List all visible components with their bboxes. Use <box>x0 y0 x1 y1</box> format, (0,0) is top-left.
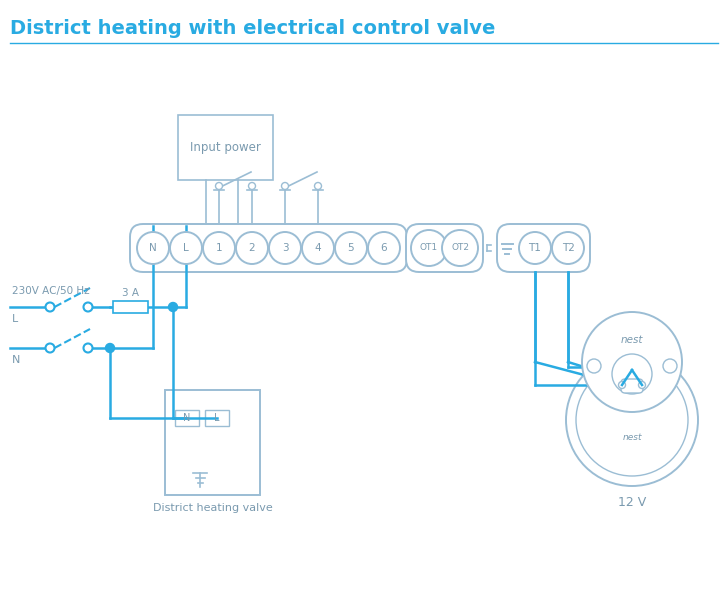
Text: 4: 4 <box>314 243 321 253</box>
Text: 6: 6 <box>381 243 387 253</box>
Text: T1: T1 <box>529 243 542 253</box>
Text: nest: nest <box>621 335 644 345</box>
Text: 2: 2 <box>249 243 256 253</box>
Circle shape <box>442 230 478 266</box>
Circle shape <box>566 354 698 486</box>
Text: 1: 1 <box>215 243 222 253</box>
Text: L: L <box>214 413 220 423</box>
Text: 230V AC/50 Hz: 230V AC/50 Hz <box>12 286 90 296</box>
Text: OT2: OT2 <box>451 244 469 252</box>
FancyBboxPatch shape <box>406 224 483 272</box>
Circle shape <box>368 232 400 264</box>
Text: N: N <box>149 243 157 253</box>
Bar <box>113 301 148 313</box>
Circle shape <box>612 354 652 394</box>
Circle shape <box>269 232 301 264</box>
Text: N: N <box>12 355 20 365</box>
Text: District heating valve: District heating valve <box>153 503 272 513</box>
Text: T2: T2 <box>561 243 574 253</box>
Circle shape <box>137 232 169 264</box>
Text: L: L <box>183 243 189 253</box>
Circle shape <box>215 182 223 189</box>
Circle shape <box>45 343 55 352</box>
Circle shape <box>576 364 688 476</box>
Circle shape <box>663 359 677 373</box>
Text: nest: nest <box>622 434 642 443</box>
Circle shape <box>314 182 322 189</box>
Circle shape <box>248 182 256 189</box>
Text: 3 A: 3 A <box>122 288 139 298</box>
Bar <box>178 115 273 180</box>
Circle shape <box>552 232 584 264</box>
Circle shape <box>170 232 202 264</box>
Circle shape <box>619 381 625 388</box>
Text: 12 V: 12 V <box>618 495 646 508</box>
Circle shape <box>45 302 55 311</box>
Circle shape <box>335 232 367 264</box>
Circle shape <box>168 302 178 311</box>
Text: 5: 5 <box>348 243 355 253</box>
Circle shape <box>638 381 646 388</box>
Circle shape <box>587 359 601 373</box>
FancyBboxPatch shape <box>497 224 590 272</box>
Circle shape <box>282 182 288 189</box>
Text: Input power: Input power <box>190 141 261 154</box>
Bar <box>165 390 260 495</box>
Circle shape <box>302 232 334 264</box>
FancyBboxPatch shape <box>130 224 407 272</box>
Circle shape <box>519 232 551 264</box>
Circle shape <box>203 232 235 264</box>
Bar <box>205 410 229 426</box>
Text: 3: 3 <box>282 243 288 253</box>
Circle shape <box>582 312 682 412</box>
Circle shape <box>411 230 447 266</box>
Circle shape <box>84 343 92 352</box>
Circle shape <box>84 302 92 311</box>
Bar <box>175 410 199 426</box>
Text: District heating with electrical control valve: District heating with electrical control… <box>10 18 495 37</box>
FancyBboxPatch shape <box>621 379 643 393</box>
Text: OT1: OT1 <box>420 244 438 252</box>
Circle shape <box>106 343 114 352</box>
Text: N: N <box>183 413 191 423</box>
Circle shape <box>236 232 268 264</box>
Text: L: L <box>12 314 18 324</box>
